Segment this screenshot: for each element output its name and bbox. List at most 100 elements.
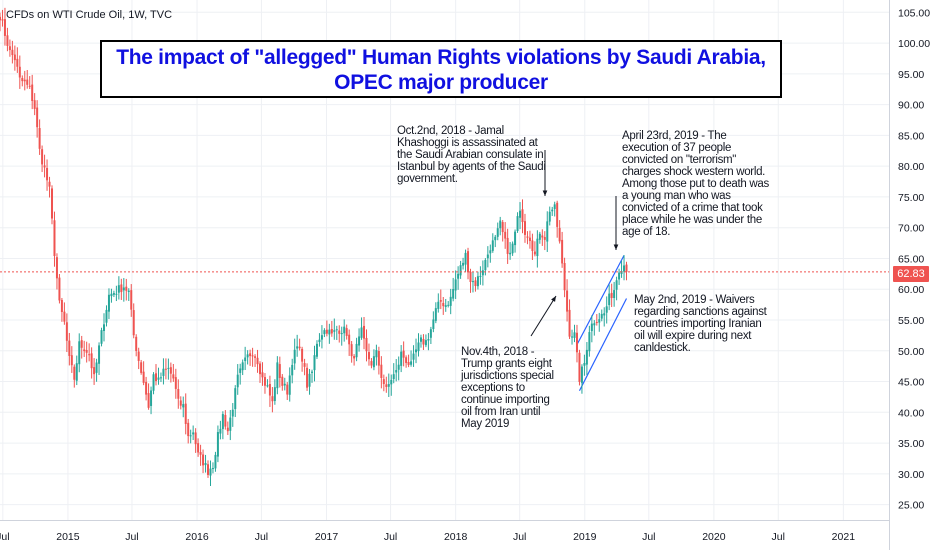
candle-body	[595, 321, 598, 323]
candle-body	[179, 400, 182, 406]
candle-body	[46, 168, 49, 181]
x-tick-label: 2016	[185, 531, 209, 543]
candle-body	[608, 293, 611, 306]
title-line-1: The impact of "allegged" Human Rights vi…	[116, 46, 766, 69]
candle-body	[350, 344, 353, 357]
candle-body	[172, 374, 175, 379]
candle-body	[407, 362, 410, 365]
candle-body	[370, 361, 373, 366]
candle-body	[296, 346, 299, 349]
candle-body	[536, 238, 539, 257]
candle-body	[246, 354, 249, 358]
candle-body	[291, 364, 294, 376]
x-tick-label: Jul	[513, 531, 526, 543]
candle-body	[229, 417, 232, 431]
candle-body	[301, 348, 304, 362]
arrow-trump-head	[551, 296, 556, 302]
candle-body	[578, 352, 581, 382]
x-tick-label: 2018	[444, 531, 468, 543]
candle-body	[313, 355, 316, 371]
price-axis[interactable]: 25.00 30.00 35.00 40.00 45.00 50.00 55.00 60.00…	[898, 7, 930, 511]
candle-body	[348, 334, 351, 345]
symbol-label: CFDs on WTI Crude Oil, 1W, TVC	[6, 9, 173, 21]
candle-body	[68, 340, 71, 356]
candle-body	[261, 372, 264, 378]
candle-body	[162, 368, 165, 376]
candle-body	[605, 306, 608, 313]
x-tick-label: 2021	[832, 531, 856, 543]
candle-body	[402, 350, 405, 358]
candle-body	[60, 299, 63, 312]
y-tick-label: 60.00	[898, 284, 924, 296]
candle-body	[474, 280, 477, 287]
candle-body	[83, 349, 86, 352]
candle-body	[514, 231, 517, 246]
candle-body	[598, 319, 601, 323]
candle-body	[100, 330, 103, 344]
y-tick-label: 85.00	[898, 130, 924, 142]
candle-body	[199, 452, 202, 455]
candle-body	[70, 355, 73, 366]
y-tick-label: 65.00	[898, 253, 924, 265]
candle-body	[18, 66, 21, 78]
candle-body	[53, 220, 56, 257]
candle-body	[8, 46, 11, 51]
y-tick-label: 55.00	[898, 315, 924, 327]
candle-body	[130, 290, 133, 310]
candle-body	[424, 340, 427, 346]
candle-body	[330, 329, 333, 334]
y-tick-label: 45.00	[898, 377, 924, 389]
candle-body	[90, 353, 93, 369]
candle-body	[479, 275, 482, 277]
candle-body	[323, 330, 326, 335]
candle-body	[481, 270, 484, 276]
candle-body	[556, 202, 559, 227]
candle-body	[33, 100, 36, 109]
candle-body	[467, 251, 470, 273]
annotation-execution: April 23rd, 2019 - The execution of 37 p…	[622, 130, 769, 238]
candle-body	[489, 250, 492, 254]
candle-body	[566, 290, 569, 312]
candle-body	[437, 301, 440, 309]
candle-body	[283, 383, 286, 386]
title-line-2: OPEC major producer	[334, 71, 548, 94]
candle-body	[449, 296, 452, 306]
candle-body	[41, 149, 44, 165]
candle-body	[132, 310, 135, 336]
x-tick-label: 2015	[56, 531, 80, 543]
candle-body	[551, 209, 554, 212]
candle-body	[140, 362, 143, 373]
candle-body	[353, 356, 356, 359]
candle-body	[142, 371, 145, 383]
candle-body	[340, 333, 343, 335]
candle-body	[197, 443, 200, 453]
candle-body	[580, 366, 583, 383]
candle-body	[558, 227, 561, 242]
candle-body	[16, 58, 19, 67]
y-tick-label: 25.00	[898, 500, 924, 512]
candle-body	[88, 354, 91, 356]
candle-body	[187, 422, 190, 437]
candle-body	[521, 209, 524, 223]
candle-body	[561, 239, 564, 264]
y-tick-label: 105.00	[898, 7, 930, 19]
x-tick-label: Jul	[0, 531, 10, 543]
x-tick-label: 2020	[702, 531, 726, 543]
candle-body	[147, 393, 150, 408]
candle-body	[360, 327, 363, 338]
candle-body	[600, 313, 603, 319]
candle-body	[531, 240, 534, 251]
candle-body	[85, 350, 88, 353]
candle-body	[328, 329, 331, 335]
y-tick-label: 40.00	[898, 407, 924, 419]
candle-body	[499, 220, 502, 229]
candle-body	[184, 403, 187, 424]
candle-body	[375, 350, 378, 358]
candle-body	[26, 79, 29, 85]
time-axis[interactable]: Jul 2015 Jul 2016 Jul 2017 Jul 2018 Jul 2019 Jul 20…	[0, 531, 855, 543]
candle-body	[231, 409, 234, 417]
grid	[0, 0, 889, 520]
trendline-lower	[578, 298, 628, 392]
x-tick-label: Jul	[255, 531, 268, 543]
candle-body	[117, 285, 120, 293]
